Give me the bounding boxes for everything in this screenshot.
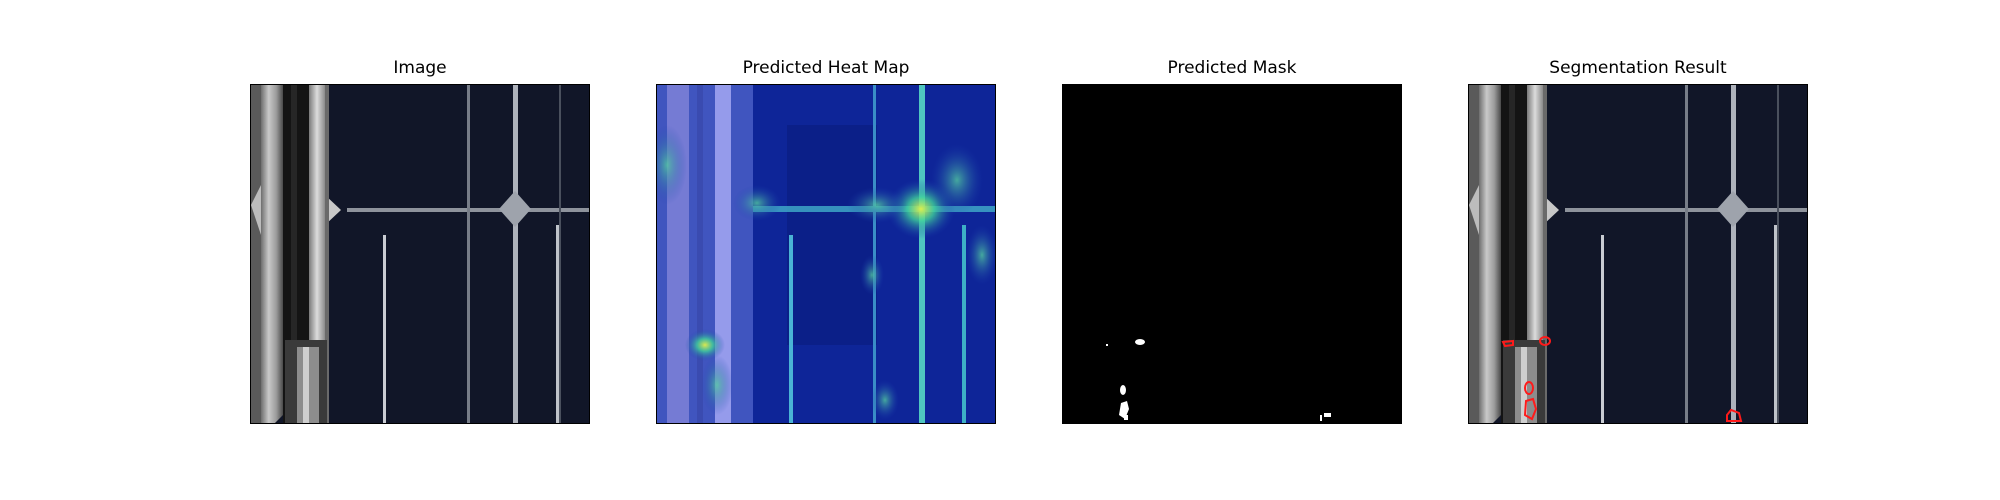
heatmap-title: Predicted Heat Map: [742, 58, 910, 78]
binary-mask: [1063, 85, 1401, 423]
heatmap-panel: [656, 84, 996, 424]
segmentation-overlay: [1469, 85, 1807, 423]
image-title: Image: [393, 58, 447, 78]
heatmap-overlay: [657, 85, 995, 423]
segmentation-panel: [1468, 84, 1808, 424]
image-panel: [250, 84, 590, 424]
segmentation-title: Segmentation Result: [1549, 58, 1727, 78]
solar-cell-photo: [251, 85, 589, 423]
mask-title: Predicted Mask: [1167, 58, 1297, 78]
mask-panel: [1062, 84, 1402, 424]
